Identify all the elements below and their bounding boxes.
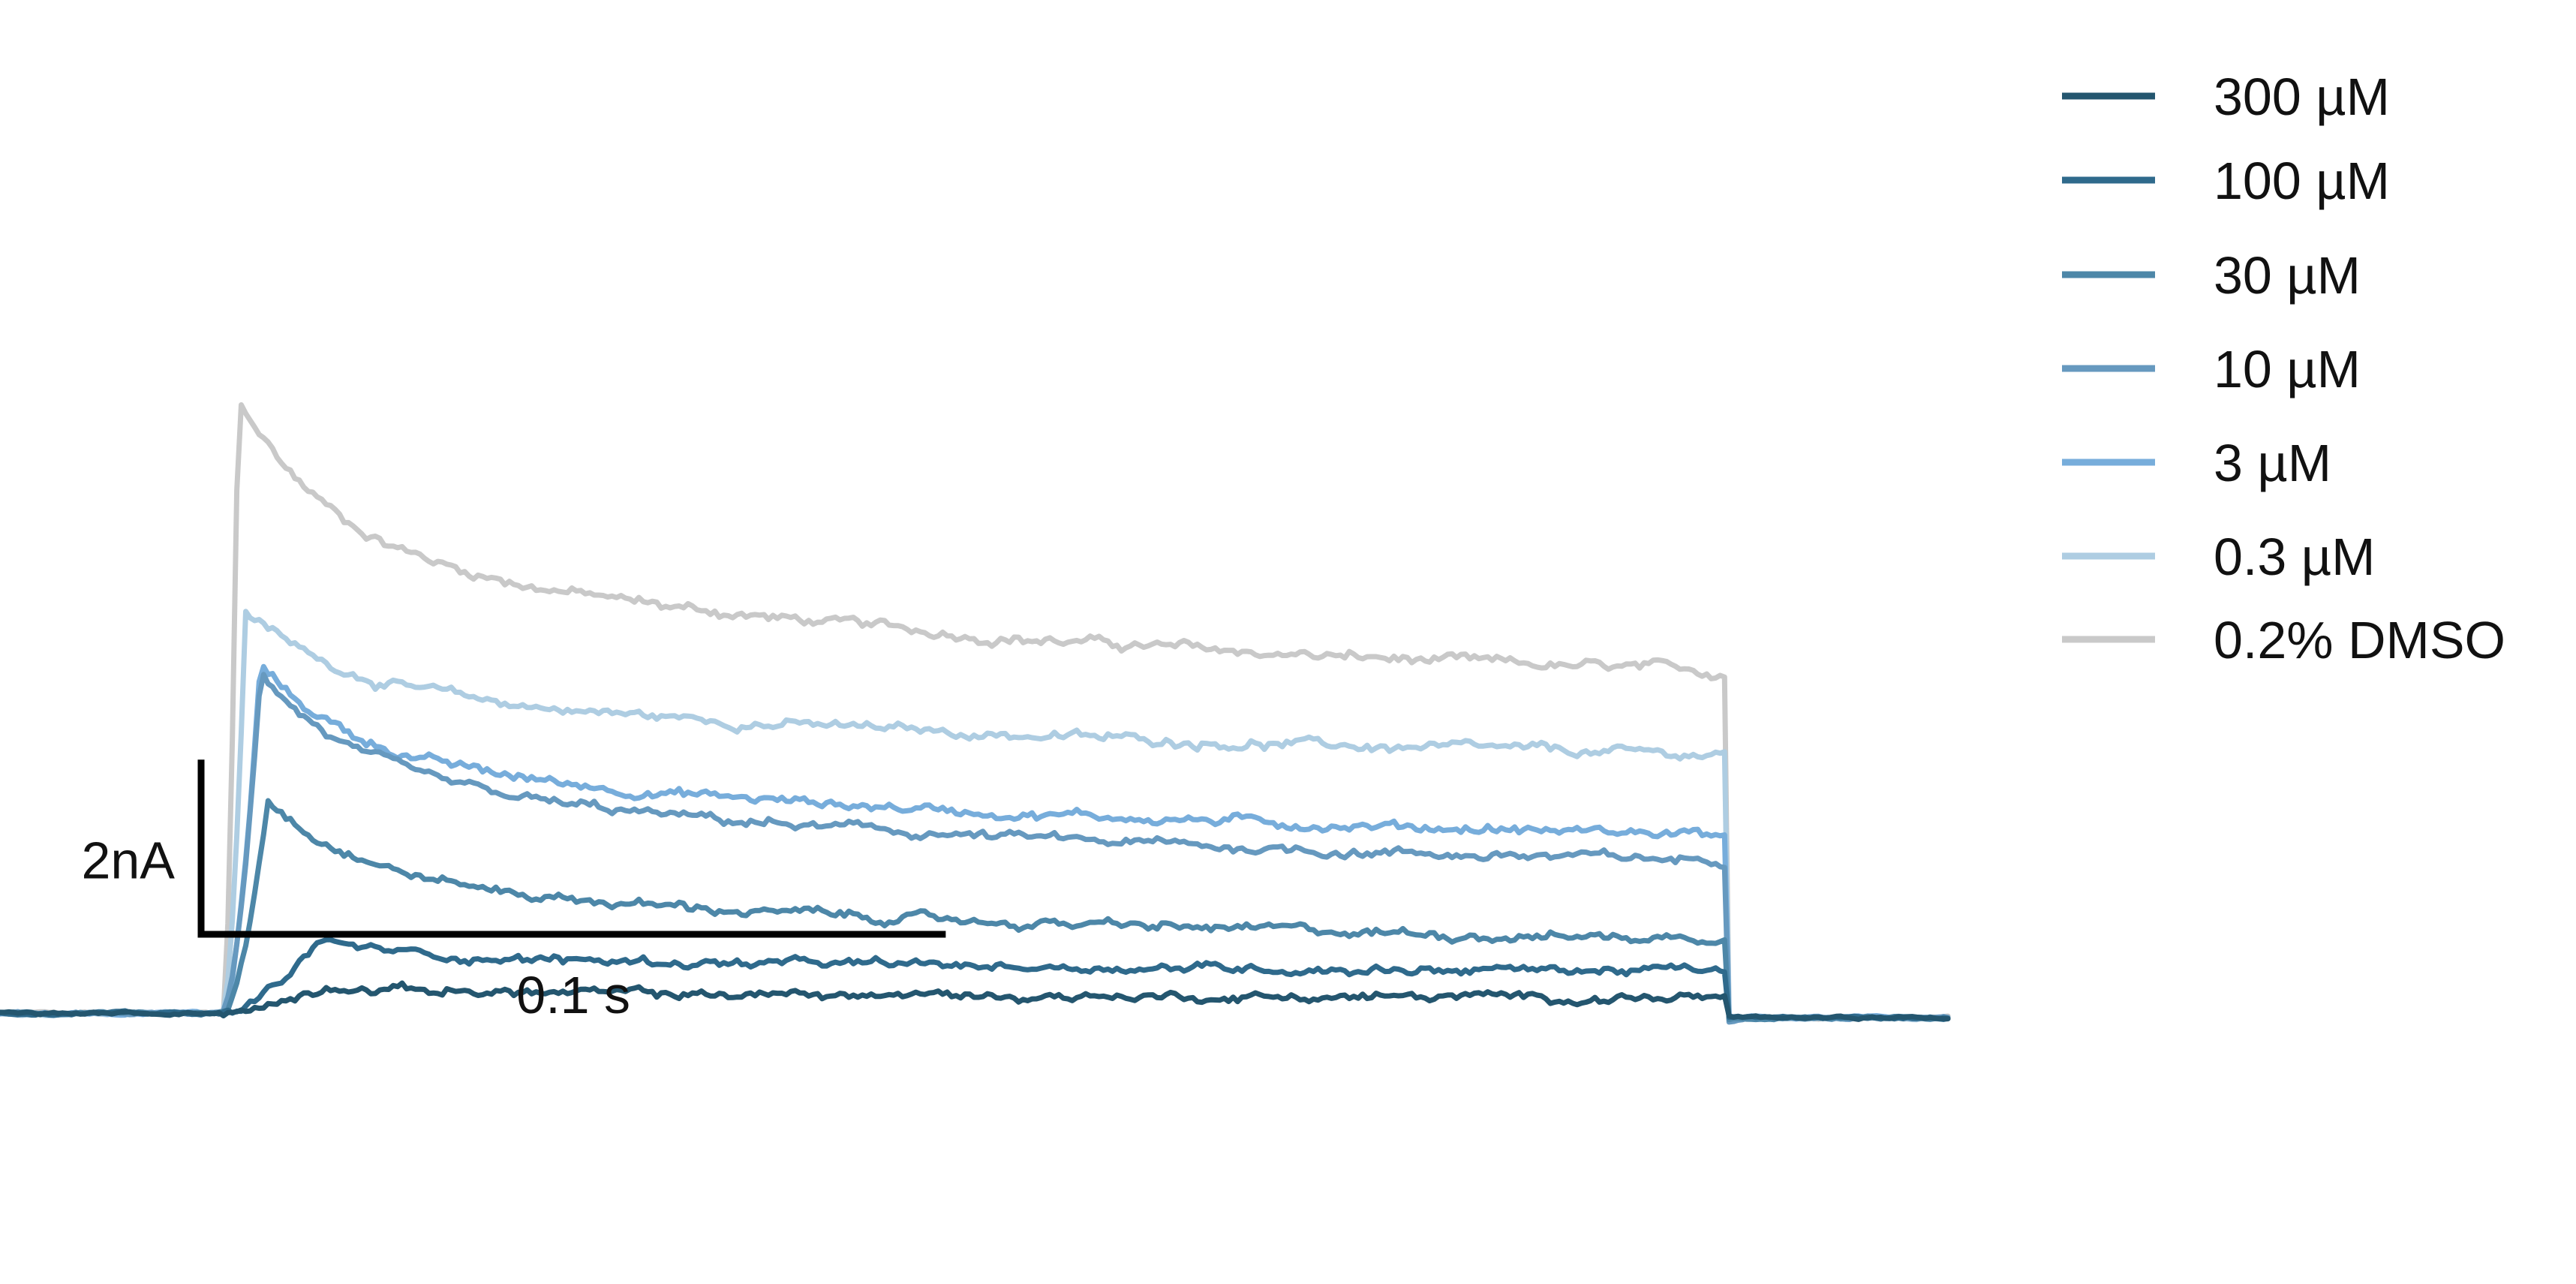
legend-label: 0.2% DMSO — [2214, 611, 2505, 669]
scale-bar-lines — [197, 759, 946, 938]
scale-bars: 2nA 0.1 s — [81, 759, 946, 1024]
trace-0-2-dmso — [0, 402, 1951, 1022]
legend: 300 µM 100 µM 30 µM 10 µM 3 µM 0.3 µM 0.2% DMS… — [2062, 68, 2505, 669]
trace-10-m — [0, 672, 1951, 1025]
legend-label: 10 µM — [2214, 340, 2361, 398]
trace-300-m — [0, 980, 1951, 1022]
legend-label: 0.3 µM — [2214, 528, 2375, 586]
legend-label: 300 µM — [2214, 68, 2390, 126]
legend-label: 100 µM — [2214, 152, 2390, 210]
trace-100-m — [0, 937, 1951, 1022]
scale-bar-y-label: 2nA — [81, 831, 175, 890]
legend-label: 30 µM — [2214, 246, 2361, 305]
trace-0-3-m — [0, 609, 1951, 1023]
trace-30-m — [0, 798, 1951, 1023]
scale-bar-x-label: 0.1 s — [516, 966, 630, 1024]
legend-label: 3 µM — [2214, 434, 2331, 492]
trace-3-m — [0, 663, 1951, 1022]
traces-layer — [0, 402, 1951, 1025]
